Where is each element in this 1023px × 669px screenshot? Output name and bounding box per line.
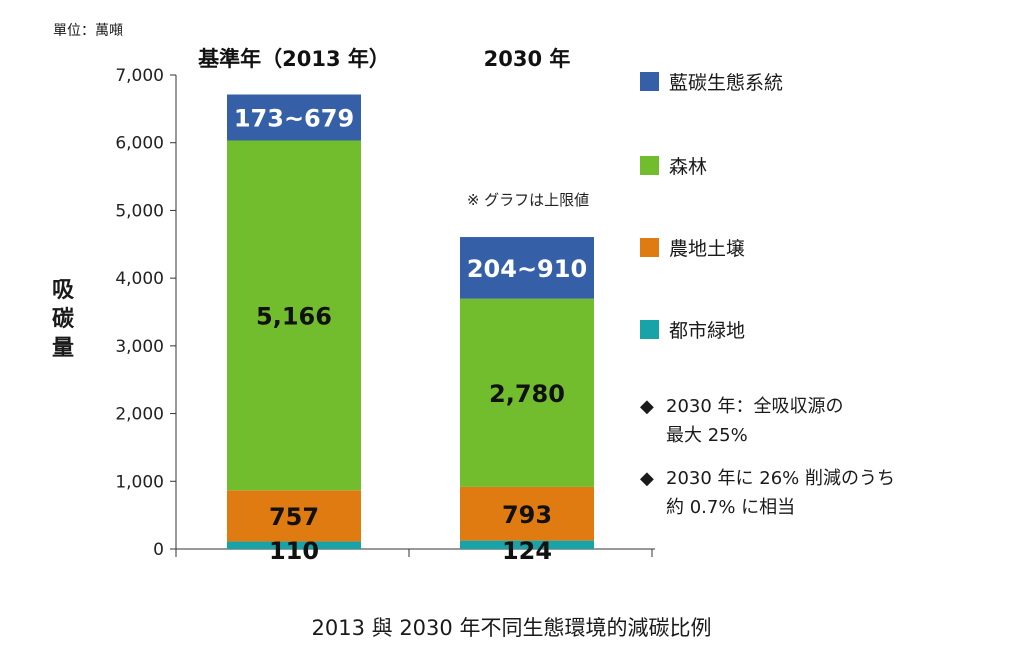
data-label: 793 — [502, 501, 552, 529]
note-line: 2030 年：全吸収源の — [666, 396, 844, 417]
data-label: 173~679 — [234, 104, 354, 132]
y-axis-title: 吸碳量 — [51, 278, 74, 361]
legend-label: 農地土壌 — [669, 238, 746, 260]
legend-swatch — [640, 320, 659, 339]
note-1: ◆ 2030 年：全吸収源の 最大 25% — [640, 392, 844, 450]
chart-caption: 2013 與 2030 年不同生態環境的減碳比例 — [311, 616, 712, 640]
y-tick-label: 7,000 — [115, 66, 164, 86]
y-tick-label: 5,000 — [115, 201, 164, 221]
data-label: 110 — [269, 537, 319, 565]
legend-swatch — [640, 156, 659, 175]
legend-item-farmland-soil: 農地土壌 — [640, 234, 745, 261]
bar-segment — [460, 540, 594, 549]
data-label: 204~910 — [467, 255, 587, 283]
bar-segment — [227, 140, 361, 491]
category-label: 2030 年 — [484, 47, 571, 71]
legend-item-blue-carbon: 藍碳生態系統 — [640, 68, 783, 95]
bar-segment — [227, 94, 361, 141]
legend-item-urban-green: 都市緑地 — [640, 316, 745, 343]
legend-swatch — [640, 238, 659, 257]
data-label: 5,166 — [256, 302, 332, 330]
y-tick-label: 2,000 — [115, 405, 164, 425]
note-2: ◆ 2030 年に 26% 削減のうち 約 0.7% に相当 — [640, 464, 895, 522]
bar-segment — [460, 298, 594, 487]
note-line: 2030 年に 26% 削減のうち — [666, 468, 895, 489]
note-line: 約 0.7% に相当 — [666, 497, 796, 518]
upper-limit-note: ※ グラフは上限値 — [467, 191, 589, 209]
bar-segment — [460, 486, 594, 541]
legend-swatch — [640, 72, 659, 91]
y-tick-label: 4,000 — [115, 269, 164, 289]
legend-label: 都市緑地 — [669, 320, 746, 342]
bar-segment — [227, 541, 361, 549]
data-label: 124 — [502, 537, 552, 565]
legend-item-forest: 森林 — [640, 152, 707, 179]
y-tick-label: 1,000 — [115, 472, 164, 492]
diamond-icon: ◆ — [640, 468, 654, 489]
data-label: 757 — [269, 503, 319, 531]
bar-segment — [460, 237, 594, 299]
bar-segment — [227, 490, 361, 542]
y-tick-label: 0 — [153, 540, 164, 560]
legend-label: 森林 — [669, 156, 708, 178]
unit-label: 單位：萬噸 — [53, 23, 123, 39]
data-label: 2,780 — [489, 380, 565, 408]
category-label: 基準年（2013 年） — [198, 47, 390, 71]
diamond-icon: ◆ — [640, 396, 654, 417]
note-line: 最大 25% — [666, 425, 748, 446]
y-tick-label: 3,000 — [115, 337, 164, 357]
y-tick-label: 6,000 — [115, 134, 164, 154]
legend-label: 藍碳生態系統 — [669, 72, 784, 94]
